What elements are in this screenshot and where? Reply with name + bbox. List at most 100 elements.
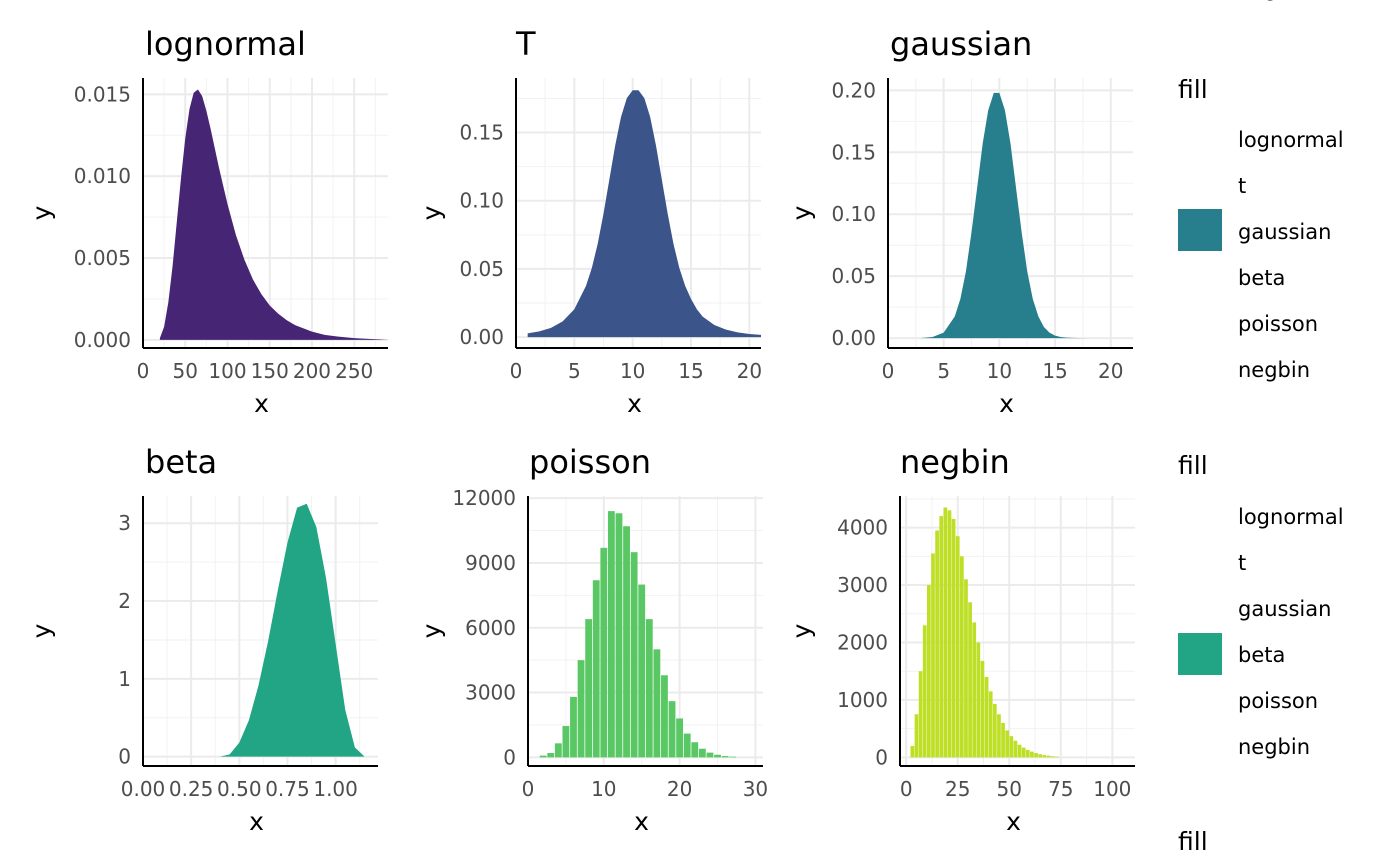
panel-title: negbin: [900, 443, 1010, 481]
bar: [698, 748, 706, 758]
bar: [1054, 756, 1059, 758]
x-tick-label: 75: [1048, 777, 1073, 801]
y-tick-label: 3: [118, 511, 131, 535]
bar: [935, 530, 939, 758]
bar: [547, 753, 555, 758]
legend-2-title: fill: [1178, 451, 1208, 480]
x-tick-label: 0: [137, 359, 150, 383]
bar: [972, 622, 977, 758]
bar: [964, 579, 968, 758]
x-tick-label: 0: [510, 359, 523, 383]
bar: [585, 619, 593, 758]
x-tick-label: 200: [293, 359, 331, 383]
gridlines: [527, 496, 763, 766]
legend-2-label-negbin: negbin: [1238, 735, 1310, 759]
bar: [947, 510, 952, 758]
y-tick-label: 0.00: [459, 325, 504, 349]
bar: [645, 619, 653, 758]
y-tick-label: 0.20: [831, 78, 876, 102]
y-axis-title: y: [27, 205, 56, 220]
x-tick-label: 15: [678, 359, 703, 383]
y-tick-label: 0.010: [74, 164, 131, 188]
bar: [539, 755, 547, 758]
bar: [951, 518, 956, 758]
legend-1-label-beta: beta: [1238, 266, 1285, 290]
density-area: [921, 92, 1100, 339]
y-axis-title: y: [417, 623, 446, 638]
bar: [931, 553, 935, 758]
legend-1-title: fill: [1178, 75, 1208, 104]
x-tick-label: 0: [900, 777, 913, 801]
y-axis-title: y: [417, 205, 446, 220]
y-tick-label: 2000: [837, 630, 888, 654]
panel-t: T 0 5 10 15 20 0.00 0.05 0.10 0.15 x y: [417, 25, 762, 418]
bar: [592, 580, 600, 758]
bar: [1009, 736, 1014, 758]
bar: [683, 733, 691, 758]
bar: [570, 696, 577, 758]
y-tick-label: 0.005: [74, 246, 131, 270]
bar: [668, 701, 676, 758]
y-tick-label: 0.15: [459, 121, 504, 145]
panel-title: poisson: [529, 443, 651, 481]
y-tick-label: 0.000: [74, 328, 131, 352]
y-tick-label: 1000: [837, 688, 888, 712]
y-tick-label: 3000: [465, 681, 516, 705]
x-axis-title: x: [1006, 807, 1021, 836]
x-tick-label: 15: [1042, 359, 1067, 383]
y-tick-label: 0.00: [831, 326, 876, 350]
x-tick-label: 5: [937, 359, 950, 383]
bar: [1038, 754, 1043, 758]
y-tick-label: 0.05: [831, 264, 876, 288]
bar: [939, 516, 944, 758]
legend-2-label-lognormal: lognormal: [1238, 505, 1344, 529]
bar: [714, 754, 721, 758]
bar: [976, 642, 981, 758]
bar: [1001, 722, 1005, 758]
y-tick-label: 0: [118, 745, 131, 769]
x-tick-label: 150: [251, 359, 289, 383]
panel-lognormal: lognormal 0 50 100 150 200 250 0.000 0.005 0.010 0…: [27, 25, 388, 418]
y-tick-label: 3000: [837, 573, 888, 597]
bar: [577, 660, 585, 758]
bar: [721, 756, 729, 758]
bar: [661, 675, 668, 758]
x-tick-label: 25: [945, 777, 970, 801]
x-axis-title: x: [627, 389, 642, 418]
bar: [1013, 740, 1018, 758]
legend-1-label-poisson: poisson: [1238, 312, 1318, 336]
bar: [653, 649, 661, 758]
panel-beta: beta 0.00 0.25 0.50 0.75 1.00 0 1 2 3 x y: [27, 443, 378, 836]
bar: [729, 756, 737, 758]
y-tick-label: 6000: [465, 616, 516, 640]
x-tick-label: 50: [173, 359, 198, 383]
partial-legend-bottom-title: fill: [1178, 827, 1208, 856]
x-tick-label: 20: [1098, 359, 1123, 383]
x-axis-title: x: [249, 807, 264, 836]
x-tick-label: 0.75: [265, 777, 310, 801]
y-axis-title: y: [787, 205, 816, 220]
bar: [630, 552, 638, 758]
x-tick-label: 100: [208, 359, 246, 383]
x-tick-label: 10: [591, 777, 616, 801]
x-axis-title: x: [634, 807, 649, 836]
bar: [927, 585, 931, 758]
gridlines: [142, 78, 388, 348]
bar: [1030, 751, 1034, 758]
y-tick-label: 12000: [452, 486, 516, 510]
bar: [988, 691, 993, 758]
y-tick-label: 0.015: [74, 82, 131, 106]
x-tick-label: 10: [987, 359, 1012, 383]
x-tick-label: 1.00: [313, 777, 358, 801]
panel-title: beta: [145, 443, 217, 481]
bar: [638, 584, 646, 758]
x-tick-label: 10: [620, 359, 645, 383]
x-tick-label: 50: [997, 777, 1022, 801]
legend-1-label-lognormal: lognormal: [1238, 128, 1344, 152]
legend-1: fill lognormal t gaussian beta poisson n…: [1178, 75, 1344, 382]
y-tick-label: 0.10: [831, 202, 876, 226]
legend-1-label-t: t: [1238, 174, 1246, 198]
bar: [980, 660, 985, 758]
bar: [615, 513, 623, 758]
legend-2-label-beta: beta: [1238, 643, 1285, 667]
